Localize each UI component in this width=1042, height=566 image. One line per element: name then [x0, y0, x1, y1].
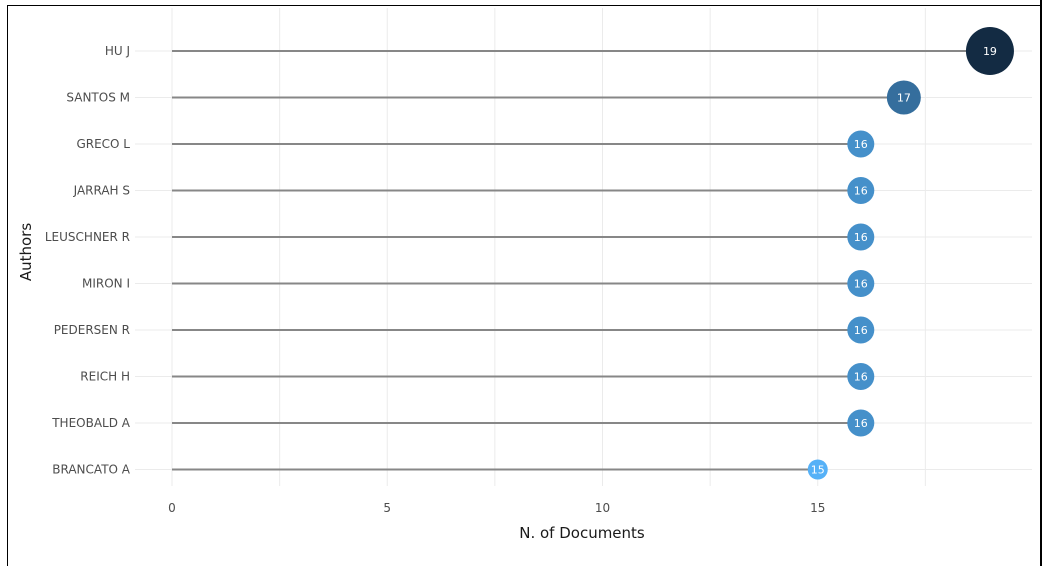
point-marker: [847, 270, 875, 297]
category-label: REICH H: [80, 370, 130, 384]
value-label: 15: [811, 464, 825, 477]
grid-layer: [135, 8, 1032, 486]
lollipop-point: 15: [807, 459, 828, 480]
y-axis-title: Authors: [17, 223, 35, 282]
value-label: 16: [854, 371, 868, 384]
point-marker: [847, 130, 875, 158]
lollipop-point: 16: [847, 177, 875, 204]
category-label: JARRAH S: [73, 184, 130, 198]
point-marker: [847, 316, 875, 344]
point-marker: [847, 223, 875, 251]
category-label: GRECO L: [76, 137, 130, 151]
category-label: LEUSCHNER R: [45, 230, 130, 244]
category-label: MIRON I: [82, 277, 130, 291]
x-tick-labels: 0 5 10 15: [168, 501, 825, 515]
lollipop-point: 16: [847, 130, 875, 158]
value-label: 16: [854, 324, 868, 337]
value-label: 16: [854, 231, 868, 244]
x-axis-title: N. of Documents: [519, 524, 645, 542]
x-tick-label: 0: [168, 501, 176, 515]
right-border: [1040, 0, 1042, 566]
point-marker: [965, 27, 1014, 75]
x-tick-label: 15: [810, 501, 825, 515]
point-marker: [847, 363, 875, 390]
point-marker: [847, 409, 875, 437]
point-marker: [886, 80, 921, 115]
value-label: 16: [854, 278, 868, 291]
point-marker: [847, 177, 875, 204]
value-label: 19: [983, 45, 997, 58]
value-label: 17: [897, 92, 911, 105]
category-label: PEDERSEN R: [54, 323, 130, 337]
x-tick-label: 5: [383, 501, 391, 515]
lollipop-point: 16: [847, 409, 875, 437]
lollipop-point: 16: [847, 223, 875, 251]
category-label: BRANCATO A: [52, 463, 131, 477]
category-label: THEOBALD A: [51, 416, 131, 430]
lollipop-point: 16: [847, 316, 875, 344]
lollipop-point: 16: [847, 270, 875, 297]
point-layer: 19 17 16 16 16 16 16 16 16 15: [807, 27, 1014, 480]
lollipop-point: 17: [886, 80, 921, 115]
value-label: 16: [854, 417, 868, 430]
x-tick-label: 10: [595, 501, 610, 515]
value-label: 16: [854, 185, 868, 198]
lollipop-point: 16: [847, 363, 875, 390]
category-label: SANTOS M: [66, 91, 130, 105]
chart-frame: [7, 5, 1042, 566]
point-marker: [807, 459, 828, 480]
category-label: HU J: [105, 44, 130, 58]
value-label: 16: [854, 138, 868, 151]
stem-layer: [172, 50, 990, 471]
lollipop-point: 19: [965, 27, 1014, 75]
category-labels: HU J SANTOS M GRECO L JARRAH S LEUSCHNER R MI…: [45, 44, 131, 477]
